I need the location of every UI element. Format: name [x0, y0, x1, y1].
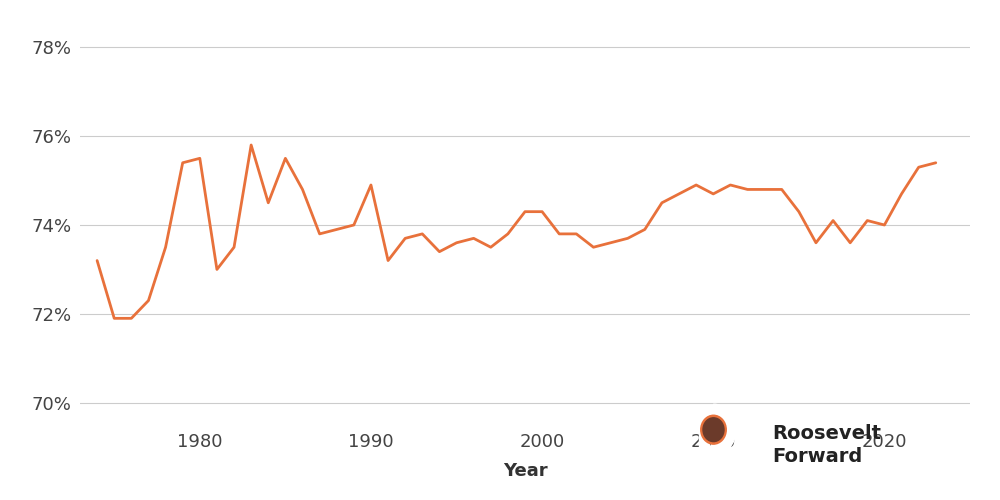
Circle shape [703, 418, 724, 442]
Circle shape [701, 415, 726, 444]
Bar [698, 412, 709, 478]
X-axis label: Year: Year [503, 462, 547, 480]
Wedge shape [714, 404, 736, 455]
Text: Roosevelt
Forward: Roosevelt Forward [772, 424, 881, 466]
